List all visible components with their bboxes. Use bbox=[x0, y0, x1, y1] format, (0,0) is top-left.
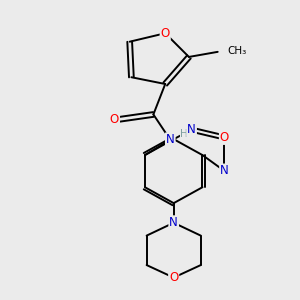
Text: N: N bbox=[169, 216, 178, 229]
Text: O: O bbox=[160, 27, 170, 40]
Text: O: O bbox=[220, 131, 229, 144]
Text: H: H bbox=[181, 129, 188, 139]
Text: O: O bbox=[169, 271, 178, 284]
Text: O: O bbox=[110, 113, 119, 126]
Text: N: N bbox=[166, 133, 175, 146]
Text: N: N bbox=[187, 123, 196, 136]
Text: N: N bbox=[220, 164, 229, 178]
Text: CH₃: CH₃ bbox=[227, 46, 246, 56]
